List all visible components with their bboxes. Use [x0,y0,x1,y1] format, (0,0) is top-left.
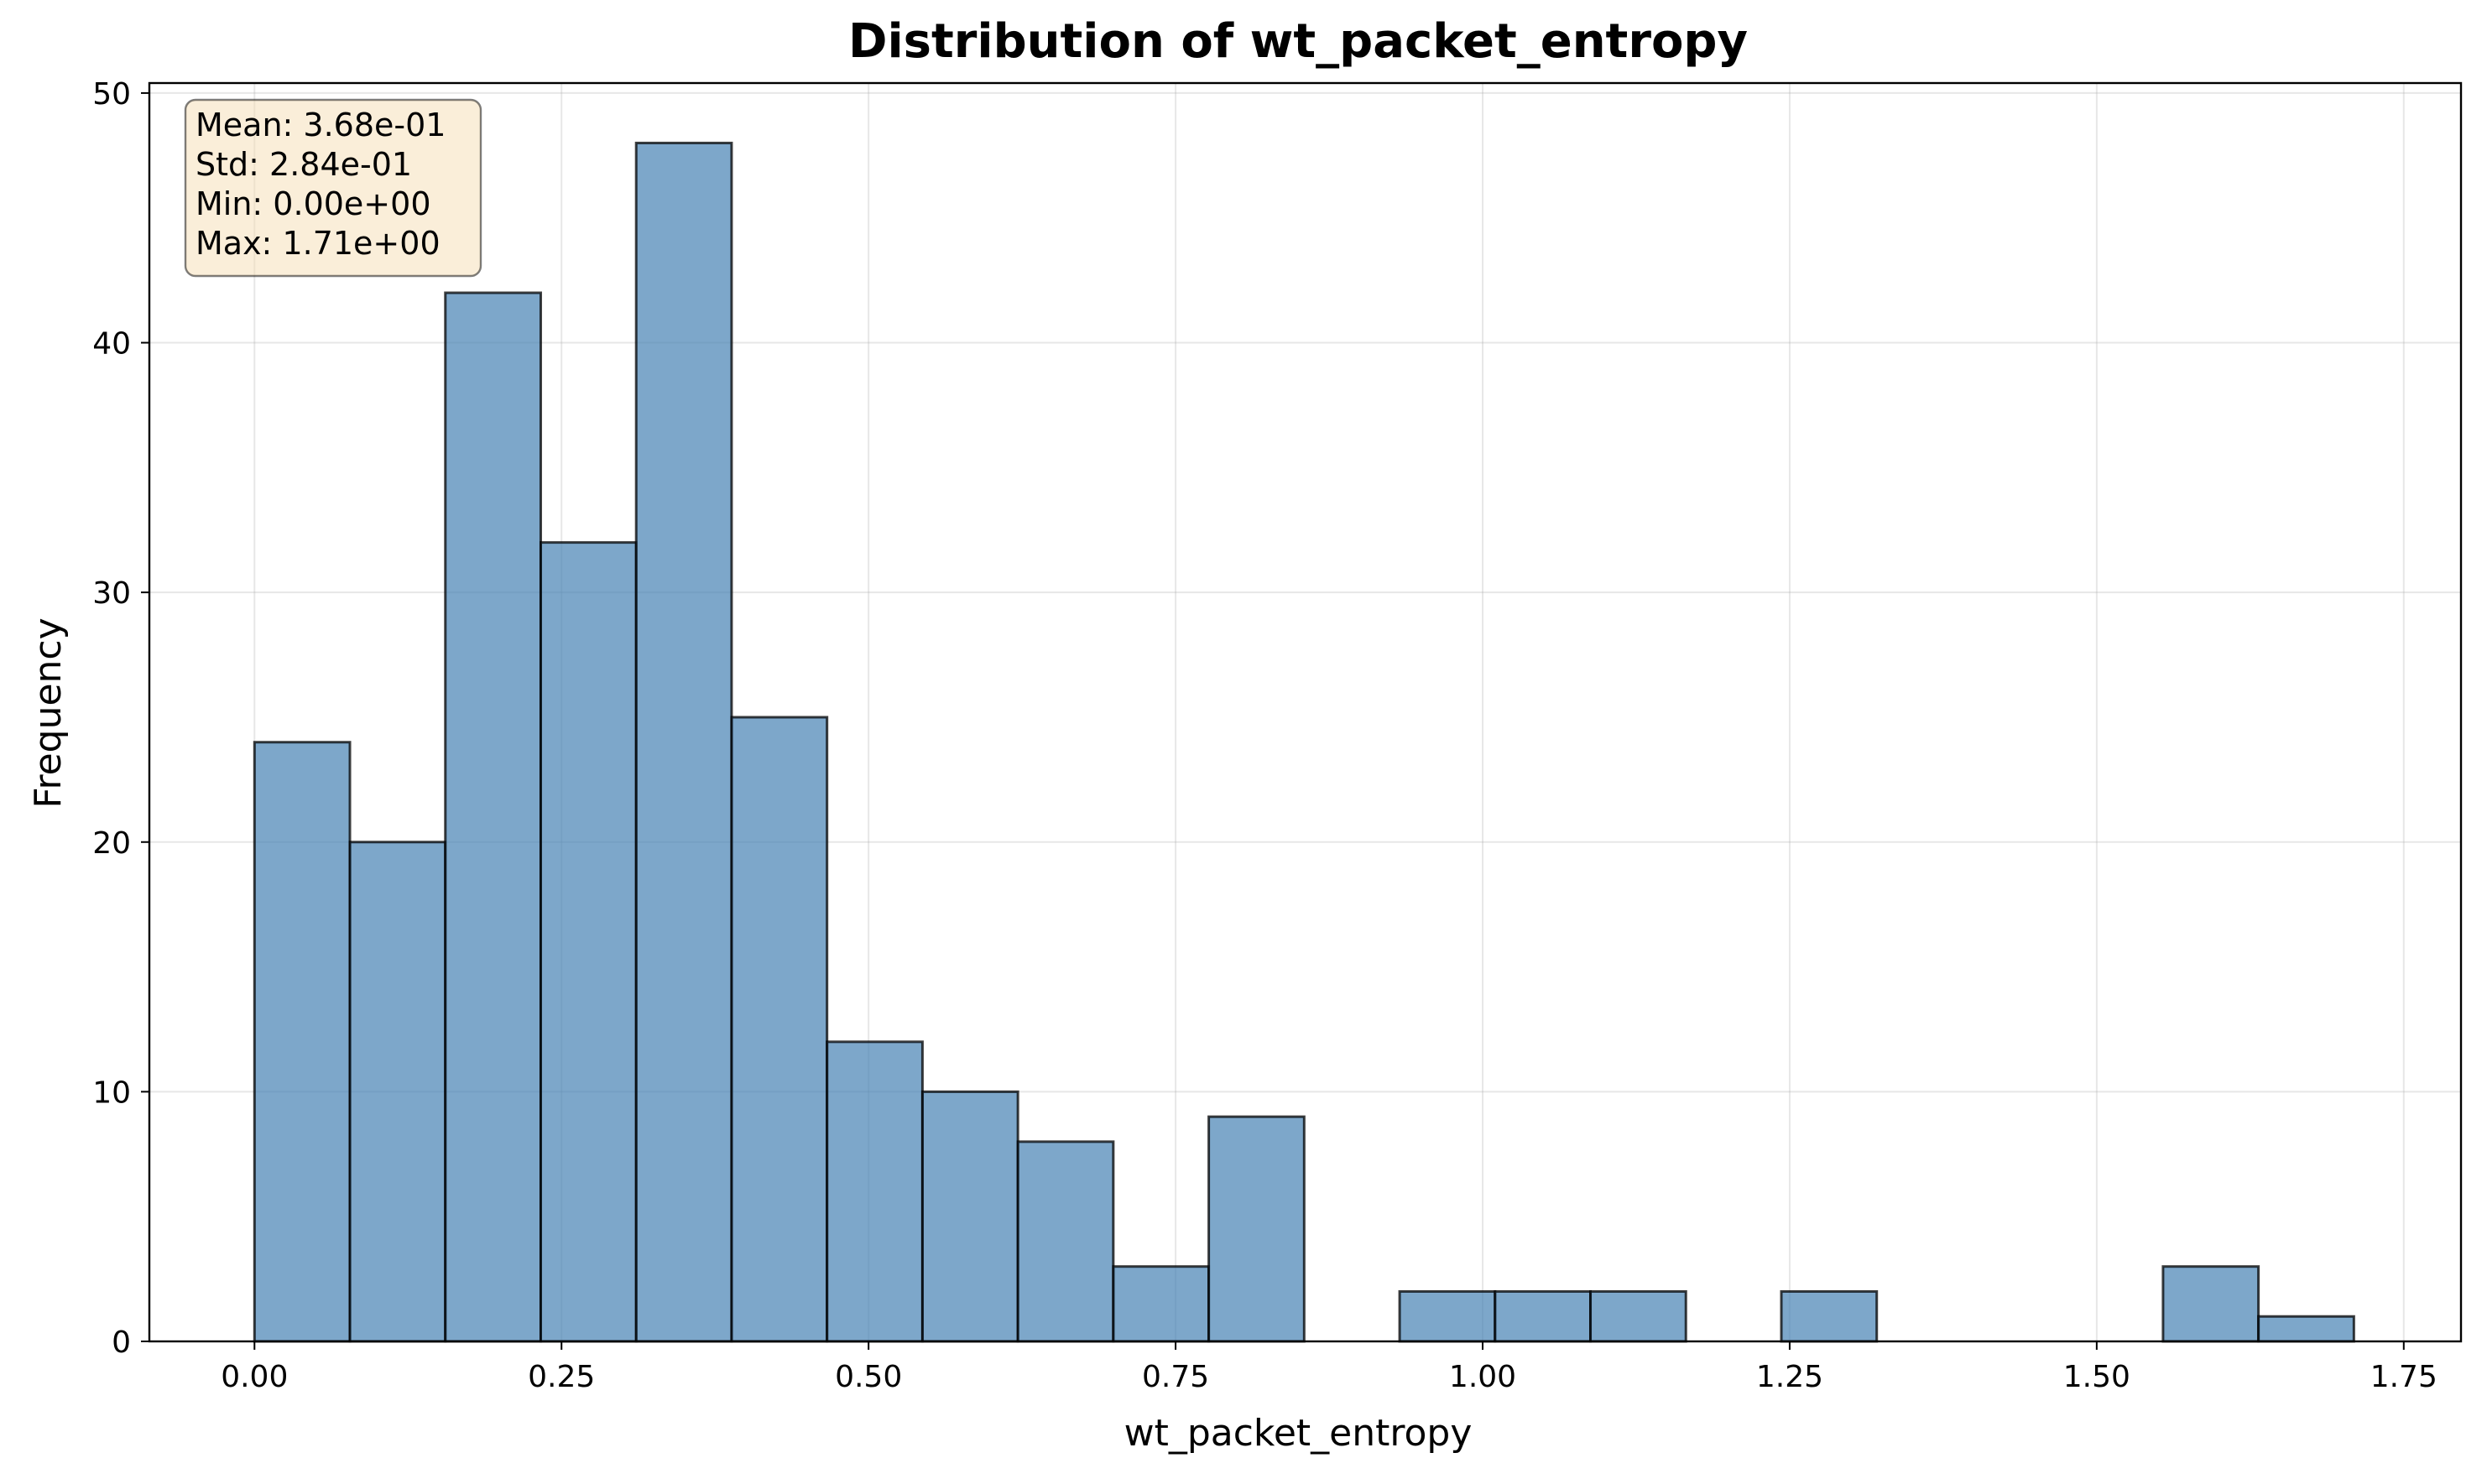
histogram-bar [1112,1265,1211,1343]
x-tick-label: 0.25 [528,1360,595,1394]
y-tick-label: 30 [92,576,131,611]
y-axis-label: Frequency [27,617,70,808]
stats-min: Min: 0.00e+00 [196,185,431,222]
x-axis-label: wt_packet_entropy [1124,1412,1473,1455]
y-tick-label: 10 [92,1075,131,1110]
histogram-bar [634,141,733,1343]
histogram-bar [2257,1315,2355,1343]
histogram-bar [920,1090,1019,1343]
histogram-bar [1398,1289,1497,1343]
ticks: 0.00 0.25 0.50 0.75 1.00 1.25 1.50 1.75 0 10 20 30 4… [92,77,2437,1394]
histogram-bar [539,541,638,1343]
x-tick-label: 0.00 [221,1360,288,1394]
y-tick-label: 20 [92,826,131,861]
y-tick-label: 0 [112,1325,131,1360]
x-tick-label: 1.25 [1756,1360,1823,1394]
x-tick-label: 1.50 [2063,1360,2130,1394]
bars [253,141,2355,1343]
histogram-bar [1016,1140,1115,1343]
histogram-bar [348,841,447,1343]
x-tick-label: 1.75 [2370,1360,2437,1394]
chart-title: Distribution of wt_packet_entropy [848,14,1748,69]
histogram-bar [730,716,829,1343]
stats-std: Std: 2.84e-01 [196,146,412,183]
x-tick-label: 0.50 [835,1360,902,1394]
histogram-bar [253,741,352,1343]
histogram-bar [1780,1289,1879,1343]
x-tick-label: 1.00 [1449,1360,1516,1394]
histogram-bar [1207,1115,1306,1343]
stats-box: Mean: 3.68e-01 Std: 2.84e-01 Min: 0.00e+… [184,98,482,278]
histogram-bar [826,1040,924,1343]
y-tick-label: 50 [92,77,131,112]
stats-mean: Mean: 3.68e-01 [196,107,446,143]
y-tick-label: 40 [92,327,131,362]
stats-max: Max: 1.71e+00 [196,225,441,262]
histogram-bar [444,291,542,1343]
histogram-bar [2161,1265,2260,1343]
histogram-bar [1494,1289,1593,1343]
x-tick-label: 0.75 [1142,1360,1209,1394]
stats-box-background [184,98,482,278]
plot-frame [148,81,2463,1343]
histogram-bar [1589,1289,1687,1343]
